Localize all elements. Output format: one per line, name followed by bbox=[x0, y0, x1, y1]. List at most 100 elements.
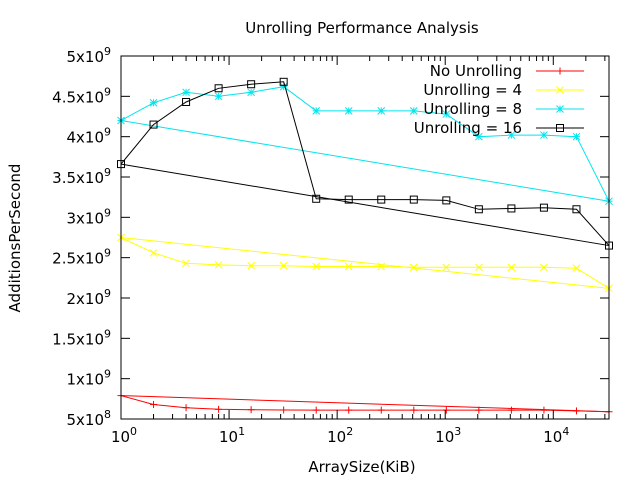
data-point bbox=[572, 407, 580, 415]
data-point bbox=[312, 106, 321, 115]
data-point bbox=[182, 259, 190, 268]
legend-marker bbox=[556, 86, 564, 94]
data-point bbox=[149, 120, 158, 129]
legend-marker bbox=[556, 105, 564, 113]
legend-marker bbox=[556, 124, 564, 132]
data-point bbox=[377, 406, 385, 414]
data-point bbox=[279, 261, 288, 270]
data-point bbox=[182, 88, 190, 97]
data-point bbox=[215, 405, 223, 413]
data-point bbox=[377, 195, 386, 204]
legend-item-4: Unrolling = 16 bbox=[414, 119, 584, 137]
series-closing-line bbox=[120, 120, 610, 202]
data-point bbox=[539, 203, 548, 212]
data-point bbox=[442, 110, 451, 118]
x-tick-label: 102 bbox=[327, 425, 353, 446]
series-3 bbox=[117, 82, 613, 206]
y-tick-label: 5x109 bbox=[66, 45, 111, 66]
x-tick-label: 101 bbox=[219, 425, 245, 446]
data-point bbox=[345, 406, 353, 414]
y-tick-label: 1.5x109 bbox=[52, 327, 111, 348]
data-point bbox=[247, 88, 255, 97]
data-point bbox=[312, 262, 321, 271]
series-closing-line bbox=[120, 395, 610, 413]
data-point bbox=[280, 406, 288, 414]
data-point bbox=[507, 131, 516, 139]
series-closing-line bbox=[120, 237, 610, 289]
data-point bbox=[344, 195, 353, 204]
data-point bbox=[540, 131, 548, 139]
data-point bbox=[409, 106, 418, 115]
series-1 bbox=[117, 392, 613, 416]
data-point bbox=[247, 80, 256, 89]
legend-label: No Unrolling bbox=[430, 62, 522, 80]
series-closing-line bbox=[120, 163, 610, 247]
series-line bbox=[120, 237, 610, 289]
y-axis-label: AdditionsPerSecond bbox=[6, 164, 24, 313]
data-point bbox=[572, 132, 581, 141]
y-tick-label: 1x109 bbox=[66, 368, 111, 389]
data-point bbox=[409, 195, 418, 204]
data-point bbox=[572, 205, 581, 214]
data-point bbox=[409, 263, 418, 272]
y-tick-label: 4.5x109 bbox=[52, 85, 111, 106]
data-point bbox=[182, 97, 191, 106]
y-tick-label: 3x109 bbox=[66, 206, 111, 227]
series-layer bbox=[117, 77, 613, 416]
series-line bbox=[120, 395, 610, 413]
axes-layer: 5x108 1x109 1.5x109 2x109 2.5x109 3x109 3.5x10… bbox=[52, 45, 610, 446]
legend-label: Unrolling = 4 bbox=[423, 81, 522, 99]
data-point bbox=[474, 205, 483, 214]
data-point bbox=[572, 264, 581, 273]
data-point bbox=[182, 404, 190, 412]
data-point bbox=[475, 132, 483, 141]
legend-marker bbox=[556, 67, 564, 75]
y-tick-label: 4x109 bbox=[66, 126, 111, 147]
data-point bbox=[214, 92, 223, 101]
data-point bbox=[377, 106, 386, 115]
chart-title: Unrolling Performance Analysis bbox=[245, 19, 479, 37]
data-point bbox=[214, 84, 223, 93]
data-point bbox=[312, 194, 321, 203]
data-point bbox=[442, 406, 450, 414]
legend-item-1: No Unrolling bbox=[430, 62, 584, 80]
series-line bbox=[120, 86, 610, 202]
x-tick-label: 103 bbox=[435, 425, 461, 446]
data-point bbox=[540, 263, 548, 272]
y-tick-label: 2x109 bbox=[66, 287, 111, 308]
data-point bbox=[312, 406, 320, 414]
data-point bbox=[540, 406, 548, 414]
data-point bbox=[247, 261, 255, 270]
series-line bbox=[120, 81, 610, 246]
legend-label: Unrolling = 8 bbox=[423, 100, 522, 118]
data-point bbox=[214, 261, 223, 269]
data-point bbox=[377, 262, 386, 271]
legend-item-3: Unrolling = 8 bbox=[423, 100, 584, 118]
data-point bbox=[344, 262, 353, 271]
legend-label: Unrolling = 16 bbox=[414, 119, 522, 137]
x-axis-label: ArraySize(KiB) bbox=[308, 458, 415, 476]
x-tick-label: 104 bbox=[543, 425, 569, 446]
data-point bbox=[507, 204, 516, 213]
data-point bbox=[507, 263, 516, 272]
data-point bbox=[442, 263, 451, 272]
x-tick-label: 100 bbox=[111, 425, 137, 446]
data-point bbox=[149, 98, 158, 107]
y-tick-label: 3.5x109 bbox=[52, 166, 111, 187]
data-point bbox=[475, 406, 483, 414]
data-point bbox=[150, 400, 158, 408]
plot-frame bbox=[120, 55, 610, 420]
data-point bbox=[410, 406, 418, 414]
legend-item-2: Unrolling = 4 bbox=[423, 81, 584, 99]
data-point bbox=[344, 106, 353, 115]
series-2 bbox=[117, 233, 613, 293]
data-point bbox=[442, 196, 451, 205]
data-point bbox=[475, 263, 483, 272]
y-tick-label: 2.5x109 bbox=[52, 247, 111, 268]
series-4 bbox=[117, 77, 613, 250]
data-point bbox=[507, 406, 515, 414]
data-point bbox=[149, 248, 158, 257]
data-point bbox=[247, 406, 255, 414]
